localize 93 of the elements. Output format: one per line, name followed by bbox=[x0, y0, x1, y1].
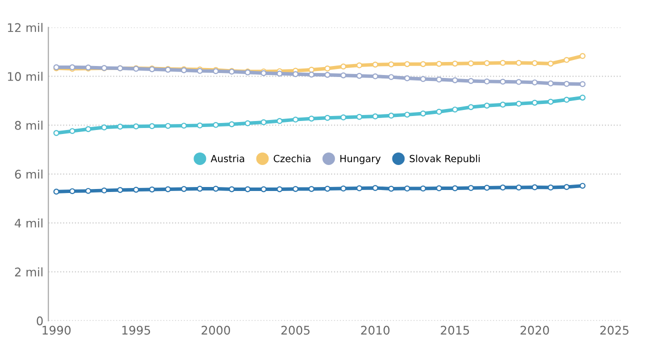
point bbox=[564, 56, 570, 63]
point bbox=[149, 123, 156, 130]
point bbox=[372, 113, 378, 120]
point bbox=[372, 73, 378, 80]
point bbox=[372, 185, 378, 191]
point bbox=[404, 186, 410, 192]
x-tick-label: 2010 bbox=[361, 326, 390, 335]
point bbox=[580, 53, 586, 60]
x-tick-label: 2020 bbox=[520, 326, 549, 335]
x-tick-label: 2005 bbox=[281, 326, 310, 335]
point bbox=[53, 130, 60, 136]
point bbox=[452, 60, 458, 67]
point bbox=[117, 124, 124, 130]
point bbox=[388, 61, 394, 68]
point bbox=[388, 186, 394, 192]
x-tick-label: 1995 bbox=[122, 326, 150, 335]
point bbox=[324, 114, 330, 121]
point bbox=[532, 184, 538, 190]
point bbox=[420, 61, 426, 68]
point bbox=[388, 74, 394, 80]
point bbox=[308, 72, 314, 78]
point bbox=[532, 79, 538, 86]
point bbox=[356, 185, 362, 192]
x-tick-label: 2015 bbox=[440, 326, 469, 335]
point bbox=[404, 112, 410, 118]
point bbox=[580, 81, 586, 88]
point bbox=[516, 100, 522, 107]
point bbox=[53, 188, 60, 195]
point bbox=[516, 78, 522, 85]
y-tick-label: 6 mil bbox=[15, 170, 42, 179]
y-tick-label: 2 mil bbox=[15, 267, 42, 276]
x-tick-label: 2025 bbox=[600, 326, 628, 335]
point bbox=[436, 108, 442, 115]
point bbox=[101, 187, 108, 194]
point bbox=[85, 126, 92, 132]
point bbox=[516, 184, 522, 190]
point bbox=[340, 114, 346, 120]
point bbox=[484, 102, 490, 109]
point bbox=[196, 122, 203, 128]
legend-label: Slovak Republi bbox=[410, 154, 480, 164]
point bbox=[101, 124, 108, 130]
x-tick-label: 2000 bbox=[202, 326, 230, 335]
point bbox=[580, 182, 586, 189]
legend-label: Austria bbox=[210, 154, 244, 162]
point bbox=[117, 186, 124, 193]
x-tick-label: 1990 bbox=[42, 326, 71, 335]
point bbox=[260, 119, 267, 126]
point bbox=[548, 80, 554, 86]
legend-label: Hungary bbox=[340, 155, 381, 164]
point bbox=[452, 106, 458, 113]
point bbox=[548, 184, 554, 190]
point bbox=[85, 188, 92, 194]
point bbox=[500, 184, 506, 190]
point bbox=[276, 186, 283, 192]
point bbox=[452, 77, 458, 84]
point bbox=[196, 186, 203, 192]
point bbox=[228, 186, 235, 192]
point bbox=[468, 104, 474, 110]
point bbox=[452, 185, 458, 192]
point bbox=[532, 60, 538, 66]
point bbox=[548, 60, 554, 67]
point bbox=[404, 61, 410, 68]
point bbox=[228, 121, 235, 128]
y-tick-label: 12 mil bbox=[8, 22, 42, 32]
point bbox=[388, 112, 394, 119]
y-tick-label: 0 bbox=[36, 316, 43, 326]
point bbox=[133, 186, 140, 193]
point bbox=[516, 60, 522, 66]
point bbox=[340, 64, 346, 70]
point bbox=[500, 102, 506, 108]
point bbox=[500, 78, 506, 85]
point bbox=[292, 116, 299, 123]
y-tick-label: 8 mil bbox=[14, 120, 42, 130]
point bbox=[548, 98, 554, 105]
y-tick-label: 4 mil bbox=[14, 218, 42, 228]
point bbox=[308, 66, 314, 73]
point bbox=[180, 122, 187, 129]
point bbox=[564, 96, 570, 103]
point bbox=[484, 60, 490, 66]
point bbox=[69, 188, 76, 194]
point bbox=[356, 62, 362, 68]
point bbox=[356, 114, 362, 120]
point bbox=[500, 60, 506, 66]
point bbox=[372, 62, 378, 68]
point bbox=[580, 94, 586, 101]
point bbox=[212, 122, 219, 128]
point bbox=[340, 186, 346, 192]
point bbox=[69, 128, 76, 134]
y-tick-label: 10 mil bbox=[8, 72, 42, 81]
point bbox=[532, 100, 538, 106]
legend-label: Czechia bbox=[274, 154, 310, 162]
point bbox=[404, 75, 410, 82]
point bbox=[244, 120, 251, 126]
